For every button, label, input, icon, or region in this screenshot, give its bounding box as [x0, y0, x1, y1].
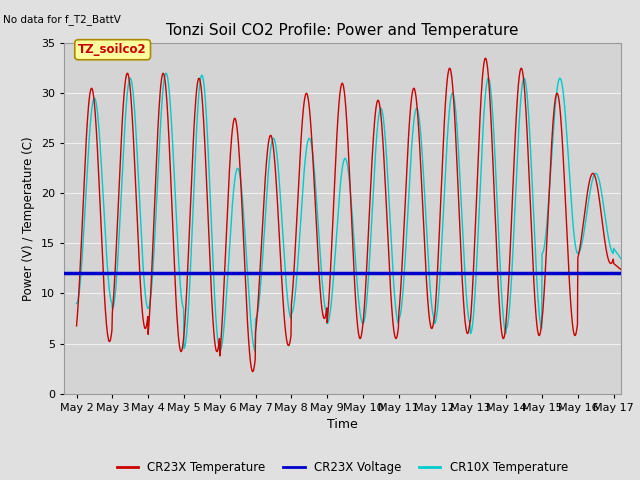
X-axis label: Time: Time — [327, 418, 358, 431]
Text: No data for f_T2_BattV: No data for f_T2_BattV — [3, 13, 121, 24]
Text: TZ_soilco2: TZ_soilco2 — [78, 43, 147, 56]
Title: Tonzi Soil CO2 Profile: Power and Temperature: Tonzi Soil CO2 Profile: Power and Temper… — [166, 23, 518, 38]
Legend: CR23X Temperature, CR23X Voltage, CR10X Temperature: CR23X Temperature, CR23X Voltage, CR10X … — [112, 456, 573, 479]
Y-axis label: Power (V) / Temperature (C): Power (V) / Temperature (C) — [22, 136, 35, 300]
